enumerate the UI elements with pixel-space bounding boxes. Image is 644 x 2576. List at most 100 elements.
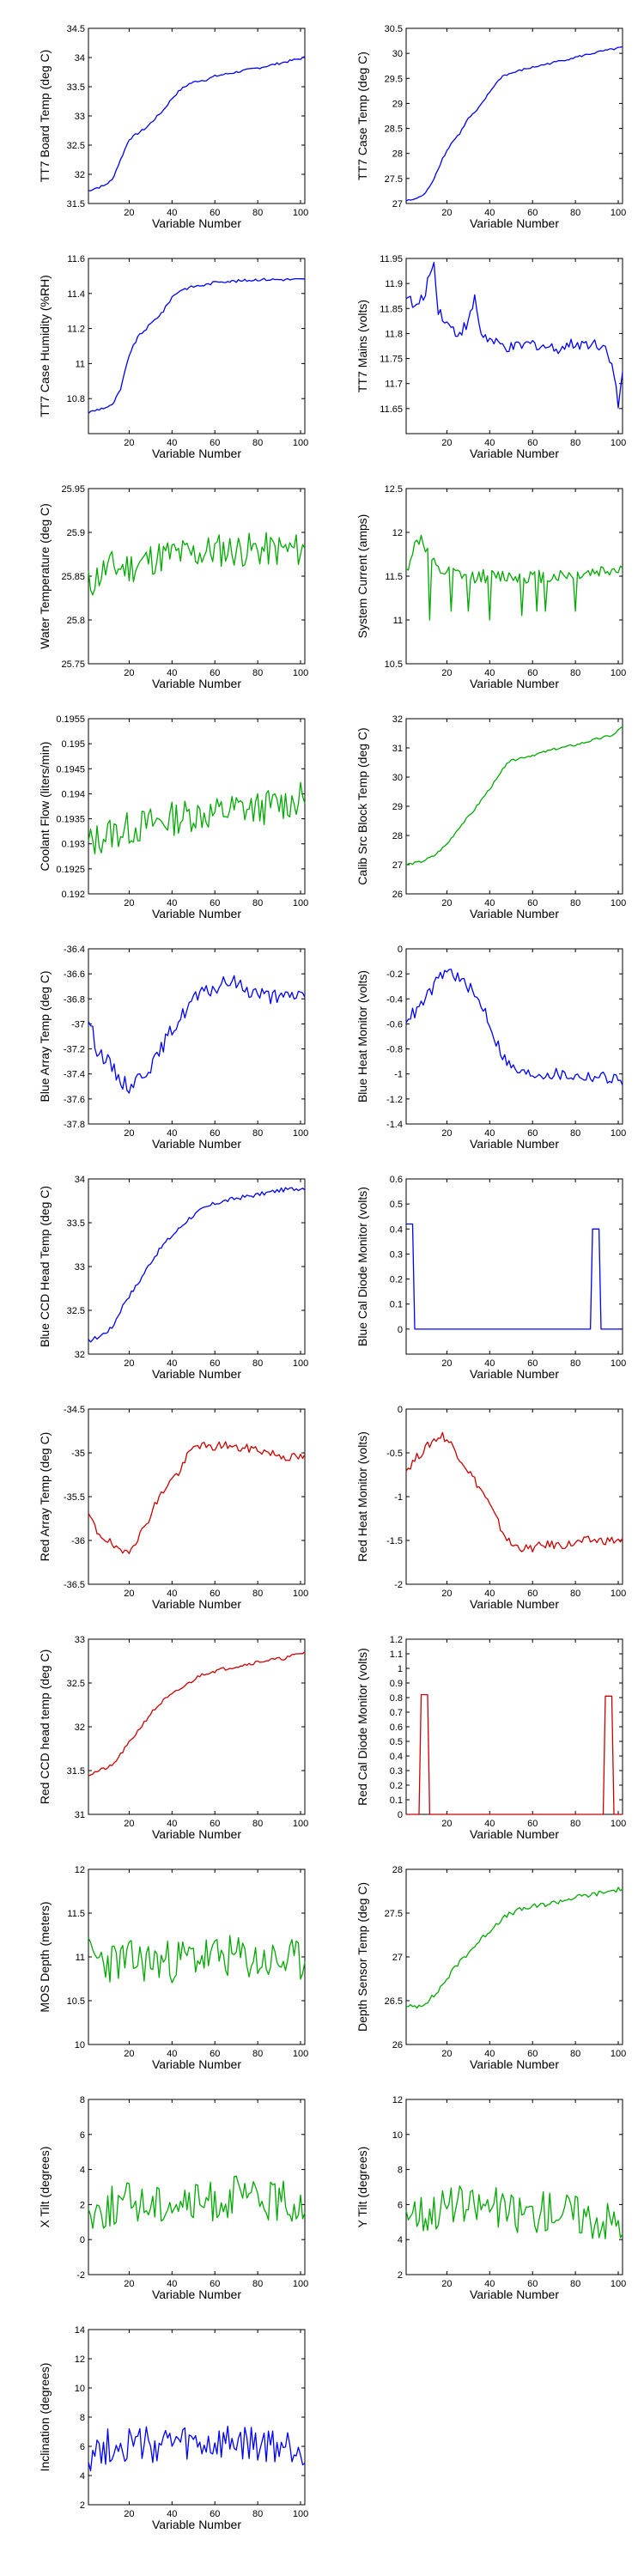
y-tick-label: 11.4 [67, 289, 85, 300]
y-tick-label: -37 [71, 1019, 85, 1030]
y-tick-label: 2 [80, 2200, 85, 2210]
x-axis-label: Variable Number [470, 2057, 559, 2071]
series-line [88, 1187, 306, 1343]
x-tick-label: 60 [210, 898, 220, 908]
x-tick-label: 80 [252, 1819, 263, 1829]
x-tick-label: 100 [611, 2279, 626, 2289]
y-tick-label: 11.5 [385, 572, 403, 582]
y-tick-label: 27 [392, 1953, 403, 1963]
x-tick-label: 80 [252, 2509, 263, 2519]
y-tick-label: 10 [392, 2130, 403, 2141]
series-line [405, 46, 623, 202]
y-tick-label: 12 [392, 2095, 403, 2105]
x-tick-label: 40 [167, 2049, 177, 2059]
y-tick-label: 31.5 [67, 199, 85, 210]
y-axis-label: Blue Heat Monitor (volts) [355, 970, 369, 1103]
y-tick-label: 33 [75, 1635, 85, 1645]
x-tick-label: 80 [252, 1128, 263, 1139]
y-axis-label: Red Array Temp (deg C) [38, 1432, 52, 1562]
x-tick-label: 40 [167, 1358, 177, 1369]
x-tick-label: 20 [441, 208, 452, 218]
x-tick-label: 80 [570, 1589, 580, 1599]
plot-frame [88, 718, 306, 895]
y-tick-label: 34.5 [67, 24, 85, 34]
y-tick-label: 0.193 [61, 840, 85, 850]
y-tick-label: 25.9 [67, 528, 85, 538]
y-tick-label: 33 [75, 112, 85, 122]
plot-frame [405, 718, 623, 895]
y-tick-label: 30.5 [385, 24, 403, 34]
y-tick-label: 29 [392, 99, 403, 109]
y-tick-label: -36.5 [64, 1580, 85, 1590]
y-tick-label: 31 [75, 1810, 85, 1820]
y-tick-label: -1.5 [386, 1536, 403, 1546]
y-tick-label: -37.2 [64, 1045, 85, 1055]
x-tick-label: 100 [611, 1358, 626, 1369]
y-tick-label: 0 [398, 945, 403, 955]
x-tick-label: 20 [124, 1128, 134, 1139]
x-tick-label: 100 [611, 1128, 626, 1139]
y-tick-label: 12 [75, 2354, 85, 2365]
x-tick-label: 60 [527, 438, 538, 448]
x-tick-label: 80 [252, 208, 263, 218]
y-tick-label: 0.195 [61, 739, 85, 750]
y-axis-label: TT7 Mains (volts) [355, 300, 369, 392]
x-tick-label: 20 [441, 668, 452, 678]
x-tick-label: 80 [252, 438, 263, 448]
chart-panel-3: 10.8 11 11.2 11.4 11.6 20 40 60 80 100 Variable Nu… [38, 254, 308, 460]
y-axis-label: Red CCD head temp (deg C) [38, 1649, 52, 1805]
y-tick-label: -34.5 [64, 1405, 85, 1415]
plot-frame [405, 1178, 623, 1355]
x-tick-label: 80 [570, 668, 580, 678]
y-axis-label: TT7 Board Temp (deg C) [38, 50, 52, 183]
y-tick-label: -0.4 [386, 994, 403, 1005]
y-tick-label: 0 [398, 1325, 403, 1335]
y-tick-label: 0.2 [390, 1781, 403, 1791]
x-tick-label: 80 [252, 668, 263, 678]
chart-panel-15: 31 31.5 32 32.5 33 20 40 60 80 100 Variable Number… [38, 1635, 308, 1841]
chart-panel-6: 10.5 11 11.5 12 12.5 20 40 60 80 100 Variable Numb… [355, 484, 626, 690]
x-tick-label: 20 [124, 2279, 134, 2289]
x-axis-label: Variable Number [152, 2057, 241, 2071]
y-tick-label: 27 [392, 199, 403, 210]
y-tick-label: 29.5 [385, 74, 403, 84]
series-line [405, 534, 623, 621]
x-tick-label: 20 [441, 2049, 452, 2059]
chart-panel-17: 10 10.5 11 11.5 12 20 40 60 80 100 Variable Number… [38, 1865, 308, 2071]
y-axis-label: Red Heat Monitor (volts) [355, 1431, 369, 1562]
y-tick-label: -37.4 [64, 1070, 85, 1080]
x-axis-label: Variable Number [152, 1827, 241, 1841]
x-tick-label: 80 [570, 2049, 580, 2059]
chart-panel-5: 25.75 25.8 25.85 25.9 25.95 20 40 60 80 100 Variab… [38, 484, 308, 690]
x-tick-label: 60 [527, 898, 538, 908]
x-tick-label: 60 [527, 208, 538, 218]
y-tick-label: 11.6 [67, 254, 85, 264]
y-tick-label: 26 [392, 2040, 403, 2050]
x-tick-label: 100 [293, 1358, 308, 1369]
x-tick-label: 100 [611, 898, 626, 908]
y-tick-label: 0.192 [61, 890, 85, 900]
series-line [405, 969, 623, 1086]
y-tick-label: 27.5 [385, 1909, 403, 1919]
series-line [405, 261, 623, 409]
y-tick-label: -36.8 [64, 994, 85, 1005]
y-tick-label: 10.8 [67, 394, 85, 404]
y-tick-label: -1 [394, 1070, 403, 1080]
x-axis-label: Variable Number [470, 447, 559, 460]
series-line [88, 277, 305, 414]
y-tick-label: 11 [393, 616, 403, 626]
y-axis-label: MOS Depth (meters) [38, 1901, 52, 2012]
y-tick-label: 31.5 [67, 1766, 85, 1777]
y-tick-label: 32.5 [67, 1679, 85, 1689]
y-tick-label: 2 [80, 2500, 85, 2511]
x-tick-label: 20 [124, 1819, 134, 1829]
y-tick-label: 0.1935 [56, 815, 85, 825]
y-tick-label: 0.3 [390, 1766, 403, 1777]
x-tick-label: 40 [484, 1358, 495, 1369]
y-tick-label: -36.6 [64, 969, 85, 980]
x-tick-label: 40 [167, 438, 177, 448]
series-line [88, 1935, 306, 1984]
x-tick-label: 80 [570, 438, 580, 448]
x-tick-label: 60 [527, 1358, 538, 1369]
y-tick-label: 29 [392, 802, 403, 812]
